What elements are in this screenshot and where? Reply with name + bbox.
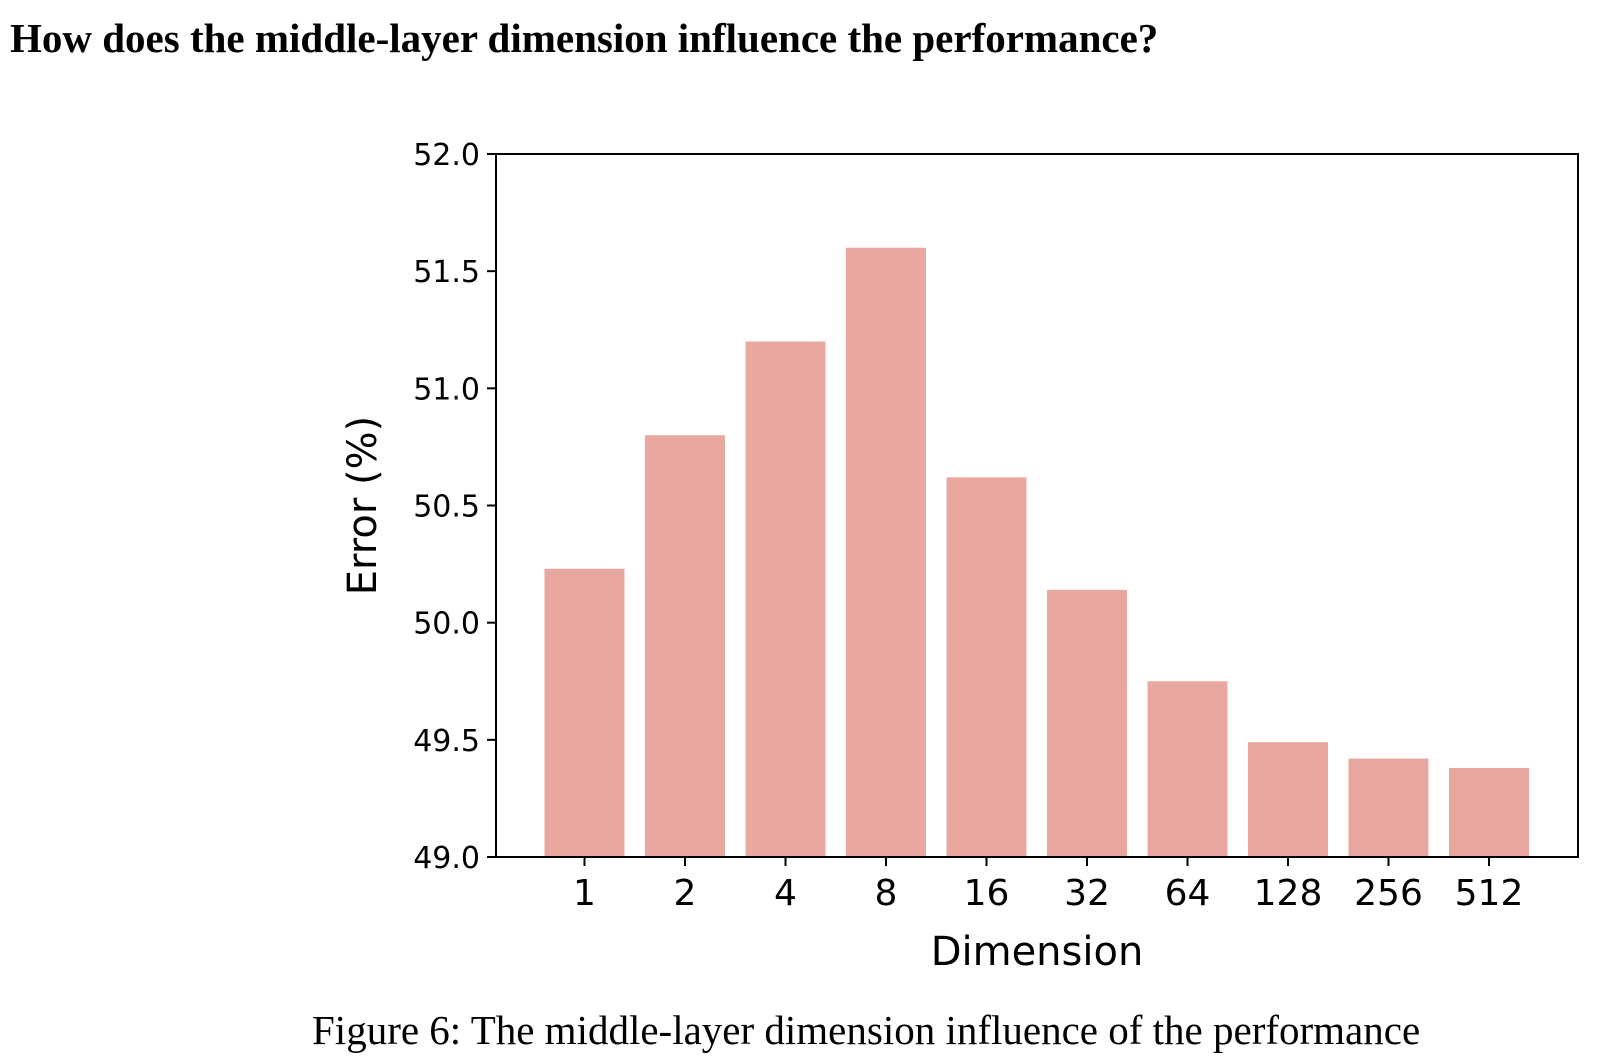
x-tick-label: 16 xyxy=(964,873,1010,914)
x-tick-label: 2 xyxy=(674,873,697,914)
y-axis-ticks: 49.0 49.5 50.0 50.5 51.0 51.5 52.0 xyxy=(413,138,496,876)
x-axis-label: Dimension xyxy=(931,929,1144,975)
bar-1 xyxy=(544,568,625,857)
x-axis-ticks: 1 2 4 8 16 32 64 128 256 512 xyxy=(573,857,1523,914)
x-tick-label: 32 xyxy=(1064,873,1110,914)
x-tick-label: 256 xyxy=(1354,873,1423,914)
y-tick-label: 49.5 xyxy=(413,724,480,759)
y-tick-label: 51.0 xyxy=(413,372,480,407)
bar-4 xyxy=(745,341,826,857)
bar-128 xyxy=(1248,742,1328,857)
bar-16 xyxy=(946,477,1027,857)
plot-frame xyxy=(495,153,1579,858)
x-tick-label: 4 xyxy=(774,873,797,914)
y-tick-label: 51.5 xyxy=(413,255,480,290)
bar-64 xyxy=(1147,681,1228,857)
y-tick-label: 52.0 xyxy=(413,138,480,173)
bar-2 xyxy=(645,435,725,857)
x-tick-label: 8 xyxy=(875,873,898,914)
bar-32 xyxy=(1047,589,1127,857)
x-tick-label: 512 xyxy=(1455,873,1524,914)
y-tick-label: 50.0 xyxy=(413,607,480,642)
figure-caption: Figure 6: The middle-layer dimension inf… xyxy=(312,1007,1421,1053)
section-heading: How does the middle-layer dimension infl… xyxy=(10,15,1159,61)
bar-256 xyxy=(1348,758,1429,857)
bars-group xyxy=(544,247,1529,857)
bar-chart: 49.049.550.050.551.051.552.0 1 2 4 8 16 32 64 1… xyxy=(340,138,1579,975)
y-tick-label: 50.5 xyxy=(413,490,480,525)
bar-512 xyxy=(1449,767,1529,857)
y-axis-label: Error (%) xyxy=(340,416,386,595)
x-tick-label: 128 xyxy=(1254,873,1323,914)
x-tick-label: 1 xyxy=(573,873,596,914)
x-tick-label: 64 xyxy=(1165,873,1211,914)
bar-8 xyxy=(846,247,926,857)
y-tick-label: 49.0 xyxy=(413,841,480,876)
